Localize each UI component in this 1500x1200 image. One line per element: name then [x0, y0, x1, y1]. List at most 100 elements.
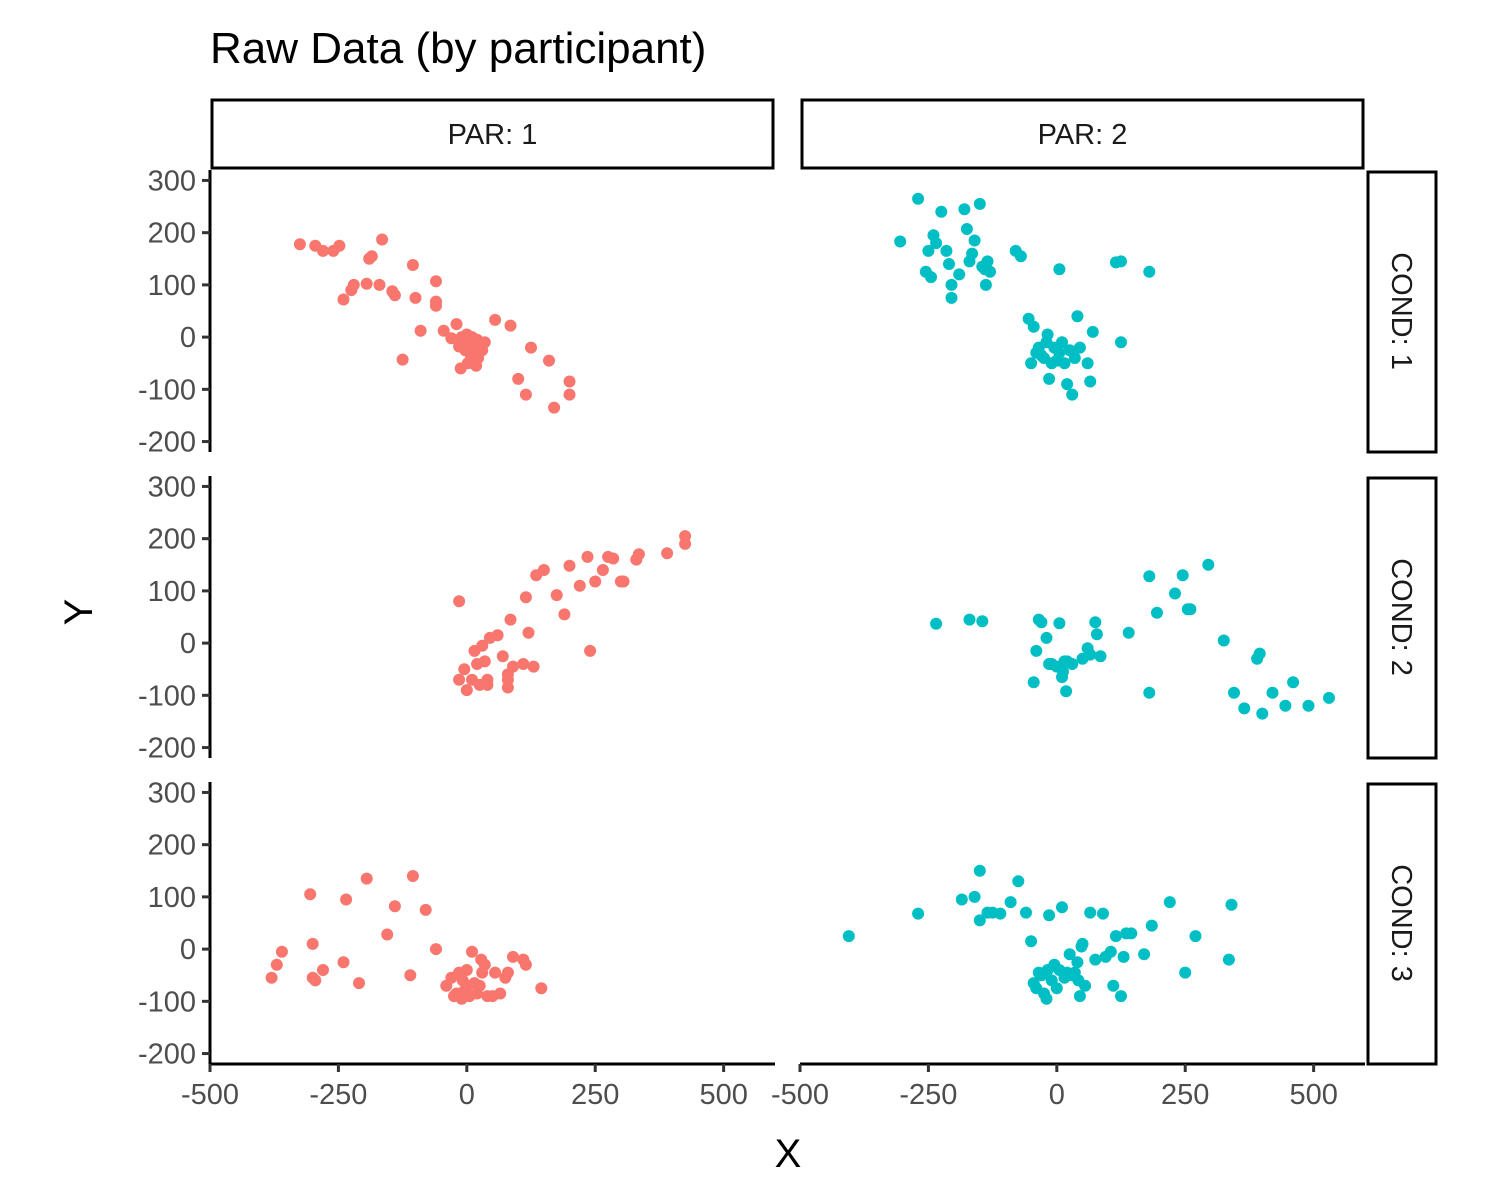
data-point: [317, 244, 329, 257]
data-point: [1040, 631, 1053, 644]
data-point: [1050, 982, 1063, 995]
data-point: [365, 250, 378, 263]
data-point: [512, 372, 525, 385]
data-point: [478, 655, 491, 668]
data-point: [979, 278, 992, 291]
data-point: [1143, 265, 1156, 278]
data-point: [607, 552, 620, 565]
data-point: [522, 626, 535, 639]
data-point: [1202, 558, 1215, 571]
y-tick-label: 200: [148, 524, 196, 556]
data-point: [945, 278, 958, 291]
data-point: [1020, 906, 1032, 919]
data-point: [966, 247, 979, 260]
data-points: [265, 192, 1335, 1005]
data-point: [1073, 341, 1086, 354]
data-point: [414, 324, 427, 337]
data-point: [912, 907, 925, 920]
data-point: [1040, 992, 1053, 1005]
x-axis-title: X: [775, 1132, 802, 1176]
data-point: [1104, 945, 1117, 958]
data-point: [1109, 930, 1122, 943]
data-point: [1035, 616, 1048, 629]
column-strip-label: PAR: 2: [1038, 119, 1128, 151]
x-tick-label: 500: [1289, 1079, 1337, 1111]
data-point: [958, 203, 971, 216]
data-point: [563, 388, 576, 401]
data-point: [430, 295, 442, 308]
data-point: [1084, 375, 1097, 388]
y-tick-label: -100: [138, 680, 196, 712]
y-tick-label: 0: [180, 934, 196, 966]
data-point: [1097, 907, 1109, 920]
data-point: [1041, 328, 1054, 341]
x-tick-label: 250: [571, 1079, 619, 1111]
data-point: [337, 956, 350, 969]
data-point: [1253, 647, 1266, 660]
data-point: [573, 579, 586, 592]
data-point: [1073, 990, 1086, 1003]
data-point: [1043, 909, 1056, 922]
data-point: [1115, 255, 1127, 268]
data-point: [525, 341, 537, 354]
data-point: [1279, 699, 1292, 712]
column-strip: [210, 98, 775, 170]
data-point: [968, 234, 981, 247]
y-tick-label: -200: [138, 1039, 196, 1071]
data-point: [293, 238, 306, 251]
data-point: [381, 928, 394, 941]
data-point: [1225, 898, 1238, 911]
data-point: [955, 893, 968, 906]
data-point: [1151, 606, 1163, 619]
data-point: [376, 233, 389, 246]
data-point: [894, 235, 907, 248]
data-point: [973, 864, 986, 877]
data-point: [1066, 658, 1079, 670]
axes: -200 -100 0 100 200 300 -200 -100 0 100 200 300 -200…: [138, 165, 1365, 1111]
data-point: [563, 375, 576, 388]
data-point: [458, 663, 471, 676]
y-tick-label: -100: [138, 986, 196, 1018]
row-strip: [1366, 782, 1438, 1066]
data-point: [340, 893, 353, 906]
data-point: [309, 974, 322, 987]
data-point: [1184, 603, 1197, 616]
y-tick-label: 200: [148, 830, 196, 862]
x-tick-label: 500: [699, 1079, 747, 1111]
data-point: [537, 564, 550, 576]
chart-title: Raw Data (by participant): [210, 24, 706, 73]
data-point: [1125, 927, 1138, 940]
data-point: [478, 958, 491, 971]
data-point: [1287, 676, 1300, 689]
data-point: [275, 945, 288, 958]
data-point: [317, 964, 329, 976]
y-tick-label: -100: [138, 374, 196, 406]
data-point: [1060, 685, 1073, 698]
data-point: [842, 930, 855, 943]
data-point: [1169, 587, 1181, 600]
y-tick-label: 300: [148, 165, 196, 197]
data-point: [984, 265, 996, 278]
data-point: [460, 964, 473, 976]
y-axis-title: Y: [57, 599, 101, 626]
data-point: [1084, 648, 1097, 661]
data-point: [396, 353, 409, 366]
data-point: [1115, 990, 1127, 1003]
data-point: [1076, 937, 1089, 950]
data-point: [1090, 628, 1103, 641]
data-point: [481, 678, 494, 691]
data-point: [460, 684, 473, 697]
data-point: [476, 639, 489, 652]
data-point: [360, 277, 373, 290]
data-point: [1081, 357, 1094, 370]
data-point: [337, 293, 350, 306]
data-point: [494, 987, 507, 1000]
data-point: [1145, 919, 1158, 932]
data-point: [1079, 979, 1092, 992]
data-point: [489, 313, 502, 326]
data-point: [437, 324, 450, 337]
data-point: [1014, 250, 1027, 263]
data-point: [1117, 950, 1130, 963]
data-point: [973, 197, 986, 210]
